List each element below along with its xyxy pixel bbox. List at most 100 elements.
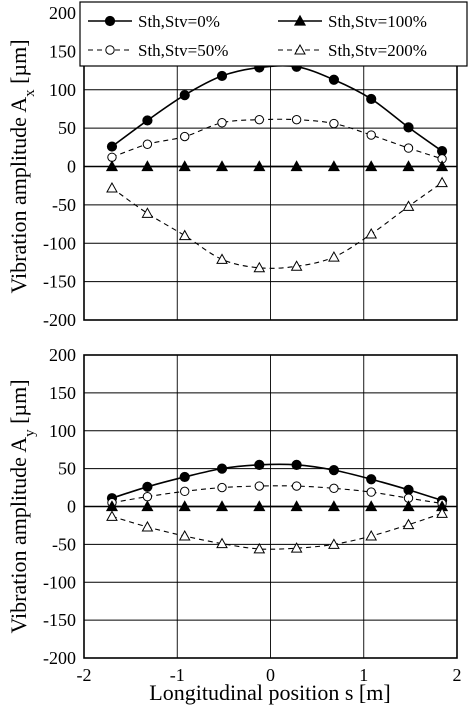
series-sth-stv-200-: [106, 176, 448, 273]
data-point: [180, 131, 190, 142]
y-tick-label: -100: [43, 233, 76, 253]
legend-marker: [293, 14, 307, 26]
data-point: [178, 500, 191, 512]
series-sth-stv-100-: [105, 160, 449, 172]
series-sth-stv-200-: [106, 507, 448, 554]
y-tick-label: -50: [52, 534, 76, 554]
data-point: [402, 518, 415, 530]
data-point: [365, 530, 378, 541]
data-point: [329, 118, 339, 129]
y-tick-label: -200: [43, 310, 76, 330]
data-point: [178, 229, 191, 241]
y-axis-title-subscript: x: [22, 89, 38, 97]
data-point: [366, 93, 377, 105]
legend-marker: [105, 45, 115, 55]
data-point: [253, 542, 266, 554]
data-point: [402, 160, 415, 172]
data-point: [365, 500, 378, 512]
data-point: [217, 118, 227, 128]
legend-label: Sth,Stv=200%: [328, 41, 427, 60]
data-point: [141, 160, 154, 172]
data-point: [290, 160, 303, 172]
panel-bottom-vibration-y: 200 150 100 50 0 -50 -100 -150 -200-2 -1 0 1 2 Vibrat…: [6, 345, 462, 685]
y-tick-label: -150: [43, 272, 76, 292]
data-point: [180, 486, 190, 497]
data-point: [178, 160, 191, 172]
data-point: [217, 482, 227, 493]
data-point: [216, 253, 228, 264]
series-line: [111, 64, 443, 152]
y-tick-label: 50: [58, 118, 76, 138]
data-point: [253, 261, 266, 273]
y-tick-label: -200: [43, 648, 76, 668]
data-point: [328, 251, 340, 262]
data-point: [290, 500, 303, 512]
series-sth-stv-50-: [107, 481, 447, 509]
data-point: [254, 481, 265, 491]
data-point: [403, 143, 414, 153]
series-line: [111, 118, 443, 160]
data-point: [291, 459, 302, 470]
legend-label: Sth,Stv=50%: [138, 41, 228, 60]
data-point: [105, 160, 119, 172]
y-axis-title-unit: [µm]: [6, 379, 31, 429]
y-tick-label: 100: [49, 80, 76, 100]
data-point: [327, 160, 340, 172]
data-point: [178, 530, 191, 541]
y-tick-label: -50: [52, 195, 76, 215]
legend-label: Sth,Stv=100%: [328, 12, 427, 31]
legend-entry-sth-stv-100-: Sth,Stv=100%: [278, 12, 427, 31]
data-point: [403, 484, 414, 495]
data-point: [366, 130, 376, 140]
plot-frame: [83, 354, 458, 659]
data-point: [215, 500, 229, 512]
data-point: [291, 481, 302, 491]
data-point: [107, 152, 117, 162]
y-tick-label: 50: [58, 459, 76, 479]
y-axis-title-unit: [µm]: [6, 39, 31, 89]
y-tick-label: 100: [49, 421, 76, 441]
y-axis-title: Vibration amplitude Ay [µm]: [6, 379, 38, 633]
y-axis-title-main: Vibration amplitude A: [6, 97, 31, 294]
data-point: [366, 474, 377, 485]
data-point: [216, 537, 228, 549]
series-line: [111, 463, 443, 502]
y-tick-label: 0: [67, 157, 76, 177]
data-point: [328, 465, 340, 476]
y-tick-label: 150: [49, 383, 76, 403]
data-point: [106, 141, 118, 152]
data-point: [290, 542, 303, 553]
data-point: [327, 500, 340, 512]
series-sth-stv-100-: [105, 500, 449, 512]
y-tick-label: 150: [49, 41, 76, 61]
y-tick-label: -150: [43, 610, 76, 630]
y-tick-label: 0: [67, 497, 76, 517]
data-point: [215, 160, 229, 172]
legend-box: [79, 1, 468, 67]
y-axis-title-subscript: y: [22, 429, 38, 437]
series-line: [111, 182, 443, 269]
data-point: [436, 176, 448, 188]
legend-label: Sth,Stv=0%: [138, 12, 220, 31]
legend-entry-sth-stv-50-: Sth,Stv=50%: [88, 41, 228, 60]
data-point: [106, 181, 118, 193]
data-point: [253, 160, 266, 172]
x-tick-label: 1: [359, 665, 368, 685]
series-sth-stv-0-: [106, 459, 448, 506]
series-line: [111, 485, 443, 505]
data-point: [402, 200, 415, 211]
legend-marker: [294, 43, 306, 55]
data-point: [142, 115, 153, 126]
legend-marker: [104, 15, 116, 27]
series-sth-stv-50-: [107, 114, 447, 164]
data-point: [254, 459, 265, 470]
legend: Sth,Stv=0% Sth,Stv=100% Sth,Stv=50% Sth,Stv…: [79, 1, 468, 67]
data-point: [142, 481, 153, 492]
series-line: [111, 512, 443, 550]
data-point: [141, 520, 154, 532]
data-point: [216, 70, 228, 82]
data-point: [253, 500, 266, 512]
data-point: [329, 483, 339, 494]
x-axis-title: Longitudinal position s [m]: [149, 680, 390, 705]
